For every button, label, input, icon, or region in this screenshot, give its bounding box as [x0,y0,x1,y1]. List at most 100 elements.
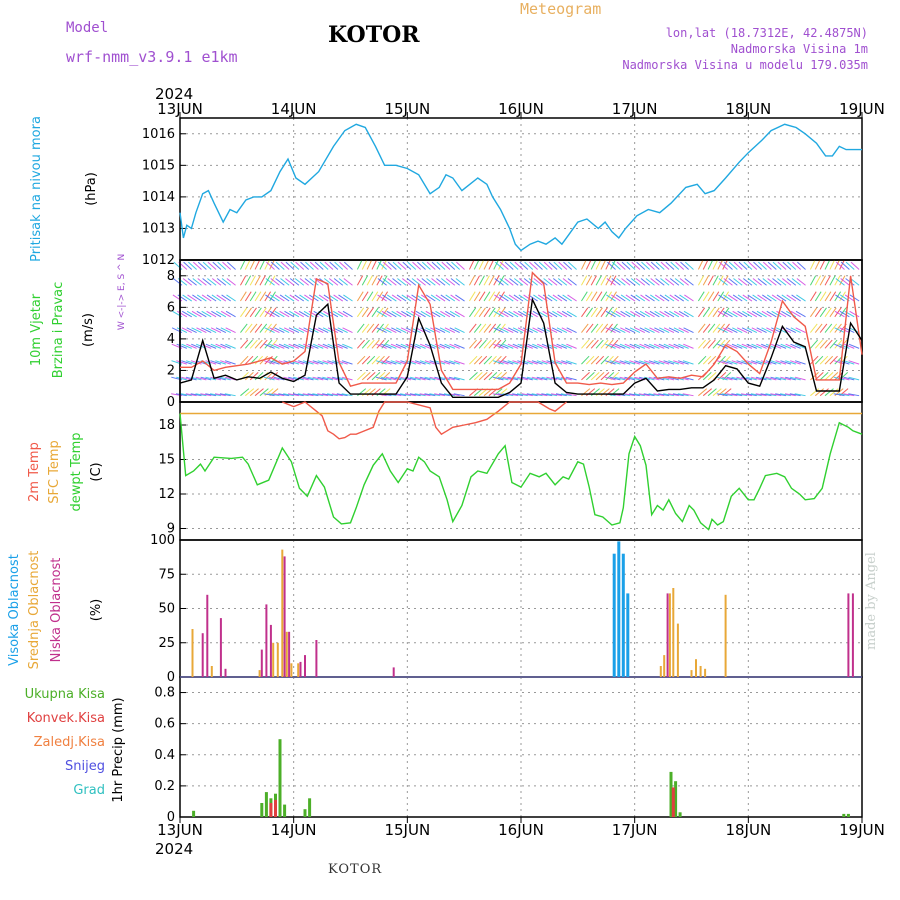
wind-barb [843,393,855,397]
wind-barb [274,310,285,318]
precip-bar-total [846,813,850,817]
unit-precip: 1hr Precip (mm) [111,697,126,802]
wind-barb [590,355,600,365]
panel-frame [179,676,863,818]
wind-barb [337,343,348,349]
wind-barb [478,307,486,318]
wind-barb [400,393,412,397]
wind-barb [669,278,680,286]
wind-barb [829,307,837,318]
wind-barb [829,291,837,302]
wind-barb [279,310,290,318]
wind-barb [222,261,232,270]
wind-barb [395,343,407,349]
wind-barb [328,278,339,286]
wind-barb [697,323,706,333]
wind-barb [327,376,339,381]
wind-barb [794,376,806,381]
wind-barb [385,360,397,365]
wind-barb [395,327,407,334]
wind-barb [600,339,609,349]
wind-barb [683,310,694,318]
wind-barb [395,376,407,381]
precip-bar-total [669,771,673,817]
wind-barb [224,393,236,397]
cloud-bar-mid [272,642,275,678]
wind-barb [356,307,365,318]
wind-barb [747,278,758,286]
wind-barb [551,393,563,397]
wind-barb [814,275,822,286]
wind-barb [675,261,685,270]
wind-barb [722,310,733,318]
wind-barb [563,261,573,270]
wind-barb [639,310,650,318]
wind-barb [377,294,387,302]
wind-barb [504,278,514,286]
wind-barb [274,327,285,334]
wind-barb [317,360,329,365]
wind-barb [616,261,626,270]
wind-barb [456,261,465,270]
wind-barb [659,310,670,318]
x-year-top: 2024 [155,85,193,103]
wind-barb [322,393,334,397]
wind-barb [835,294,845,302]
wind-barb [605,339,614,349]
wind-barb [488,307,496,318]
wind-barb [673,310,685,318]
wind-barb [771,310,782,318]
wind-barb [547,310,558,318]
wind-barb [410,343,421,349]
wind-barb [683,327,694,334]
wind-barb [181,343,192,349]
wind-barb [177,310,188,318]
wind-barb [624,393,636,397]
wind-barb [645,294,655,302]
wind-barb [395,360,407,365]
wind-barb [317,343,329,349]
cloud-bar-mid [285,631,288,677]
wind-barb [446,261,456,270]
wind-barb [565,360,577,365]
y-tick-label: 1016 [142,127,175,142]
wind-barb [371,291,379,302]
wind-barb [493,355,502,365]
wind-barb [722,307,730,318]
wind-barb [649,327,660,334]
wind-barb [283,343,295,349]
wind-barb [848,327,860,334]
wind-barb [435,310,446,318]
wind-barb [610,259,616,270]
wind-barb [224,360,236,365]
unit-cloud: (%) [89,599,104,622]
wind-barb [824,259,831,270]
wind-barb [765,393,777,397]
wind-barb [284,310,295,318]
y-tick-label: 18 [158,418,175,433]
wind-barb [312,393,324,397]
wind-barb [453,360,465,365]
wind-barb [512,343,524,349]
wind-barb [630,278,641,286]
wind-barb [824,323,833,333]
wind-barb [680,261,689,270]
wind-barb [264,339,273,349]
wind-barb [585,291,593,302]
wind-barb [738,261,748,270]
wind-barb [566,327,577,334]
wind-barb [303,343,314,349]
wind-barb [848,376,860,381]
wind-barb [772,261,782,270]
wind-barb [785,327,797,334]
wind-barb [219,376,231,381]
wind-barb [772,278,782,286]
wind-barb [839,275,846,286]
wind-barb [529,261,538,270]
wind-barb [526,393,538,397]
wind-barb [766,294,777,302]
cloud-bar-mid [668,593,671,677]
wind-barb [429,376,441,381]
wind-barb [396,294,407,302]
wind-barb [528,278,538,286]
